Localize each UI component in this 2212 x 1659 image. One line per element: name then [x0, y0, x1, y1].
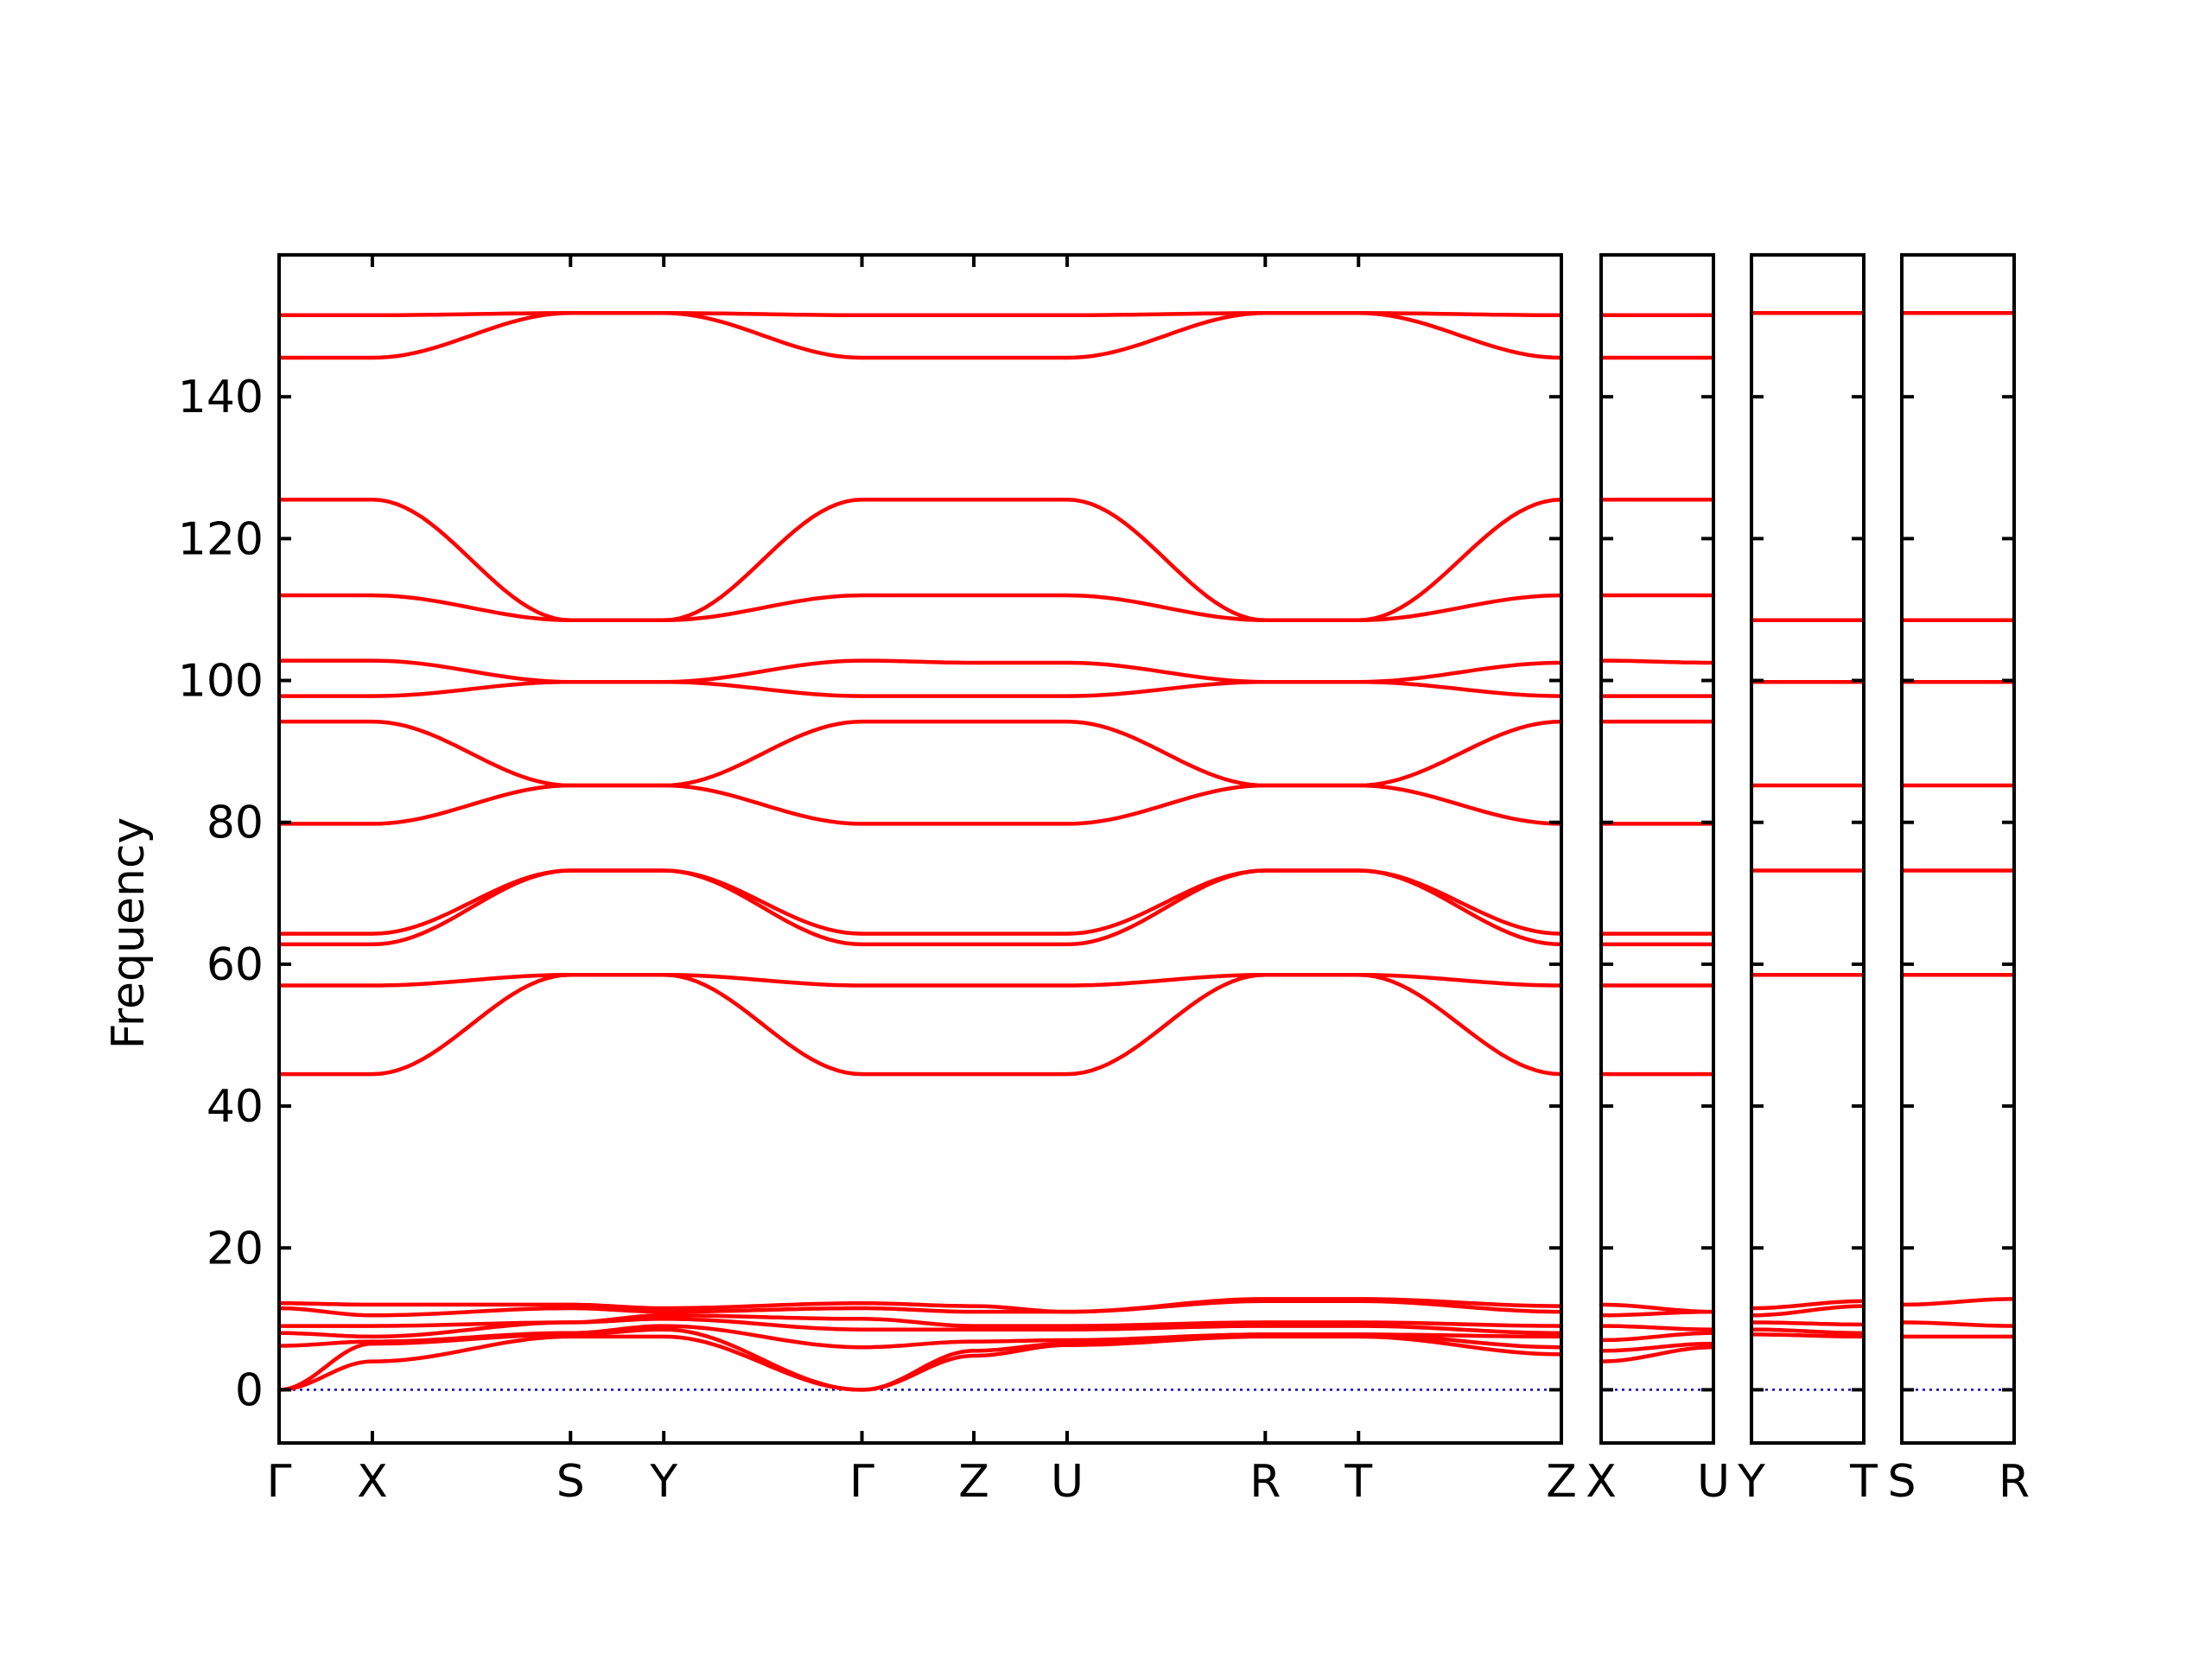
panel-frame-x-u: [1599, 253, 1715, 1445]
band-s-r-1: [1899, 1320, 2017, 1328]
band-main-10: [276, 868, 1564, 936]
band-main-14: [276, 658, 1564, 684]
band-main-4: [276, 1313, 1564, 1328]
band-main-11: [276, 783, 1564, 826]
x-tick-label: R: [1999, 1456, 2030, 1508]
y-tick-label: 0: [235, 1364, 264, 1416]
x-tick-label: Γ: [267, 1456, 292, 1508]
x-tick-label: S: [1887, 1456, 1916, 1508]
band-main-13: [276, 679, 1564, 698]
band-y-t-0: [1749, 1332, 1866, 1339]
band-main-12: [276, 719, 1564, 788]
band-main-2: [276, 1324, 1564, 1350]
band-y-t-4: [1749, 1299, 1866, 1311]
band-y-t-2: [1749, 1320, 1866, 1327]
x-tick-label: Z: [958, 1456, 989, 1508]
band-x-u-13: [1599, 658, 1716, 665]
band-main-7: [276, 972, 1564, 1077]
x-tick-label: T: [1849, 1456, 1878, 1508]
x-tick-label: T: [1344, 1456, 1372, 1508]
y-tick-label: 100: [178, 656, 264, 708]
band-main-3: [276, 1317, 1564, 1339]
x-tick-label: Y: [1737, 1456, 1765, 1508]
band-main-16: [276, 497, 1564, 623]
panel-frame-y-t: [1750, 253, 1866, 1445]
y-tick-label: 80: [207, 798, 264, 849]
x-tick-label: S: [556, 1456, 585, 1508]
band-y-t-3: [1749, 1304, 1866, 1318]
y-tick-label: 20: [207, 1223, 264, 1274]
y-tick-label: 60: [207, 939, 264, 991]
panel-frame-s-r: [1900, 253, 2016, 1445]
y-tick-label: 140: [178, 372, 264, 423]
x-tick-label: Z: [1546, 1456, 1577, 1508]
x-tick-label: Y: [649, 1456, 677, 1508]
band-x-u-2: [1599, 1331, 1716, 1343]
x-tick-label: X: [1586, 1456, 1617, 1508]
band-main-17: [276, 311, 1564, 360]
band-main-0: [276, 1334, 1564, 1392]
band-main-18: [276, 311, 1564, 318]
band-main-6: [276, 1297, 1564, 1314]
band-x-u-3: [1599, 1324, 1716, 1332]
band-s-r-2: [1899, 1297, 2017, 1307]
band-y-t-1: [1749, 1327, 1866, 1336]
y-axis-label: Frequency: [103, 817, 155, 1050]
x-tick-label: U: [1697, 1456, 1730, 1508]
bands-layer: [276, 311, 2017, 1392]
band-main-15: [276, 593, 1564, 623]
x-tick-label: X: [357, 1456, 388, 1508]
band-main-5: [276, 1299, 1564, 1318]
x-tick-label: U: [1051, 1456, 1084, 1508]
y-tick-label: 40: [207, 1081, 264, 1133]
x-tick-label: R: [1249, 1456, 1281, 1508]
band-x-u-1: [1599, 1341, 1716, 1353]
panel-frame-main: [277, 253, 1563, 1445]
band-x-u-0: [1599, 1344, 1716, 1363]
band-main-8: [276, 972, 1564, 988]
x-tick-label: Γ: [849, 1456, 874, 1508]
y-tick-label: 120: [178, 513, 264, 565]
band-x-u-5: [1599, 1302, 1716, 1314]
